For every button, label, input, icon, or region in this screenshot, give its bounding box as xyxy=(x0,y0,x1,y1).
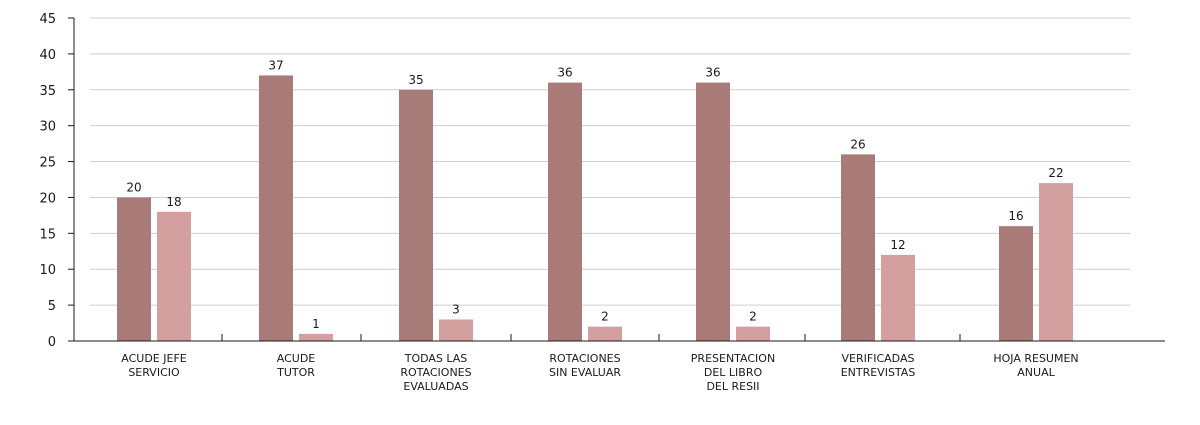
x-tick-label: VERIFICADAS ENTREVISTAS xyxy=(841,352,916,379)
y-tick-label: 45 xyxy=(39,12,56,27)
bar-series-1-category-3 xyxy=(399,89,433,342)
data-label: 22 xyxy=(1048,166,1063,180)
y-tick-label: 15 xyxy=(39,227,56,242)
bar-series-2-category-7 xyxy=(1039,183,1073,341)
data-label: 20 xyxy=(126,180,141,194)
x-axis: ACUDE JEFE SERVICIO ACUDE TUTOR TODAS LAS ROT… xyxy=(74,334,1165,393)
x-tick-label: ACUDE TUTOR xyxy=(276,352,315,379)
y-tick-label: 30 xyxy=(39,120,56,135)
x-tick-label: ROTACIONES SIN EVALUAR xyxy=(549,352,621,379)
data-label: 12 xyxy=(890,238,905,252)
bar-series-2-category-6 xyxy=(881,254,915,341)
x-tick-label: PRESENTACION DEL LIBRO DEL RESII xyxy=(691,352,775,393)
data-label: 26 xyxy=(850,137,865,151)
data-label: 2 xyxy=(601,310,609,324)
y-tick-label: 40 xyxy=(39,48,56,63)
bar-series-2-category-1 xyxy=(157,211,191,341)
bar-series-1-category-6 xyxy=(841,154,875,341)
bar-series-1-category-5 xyxy=(696,82,730,341)
bar-series-2-category-4 xyxy=(588,326,622,341)
gridlines xyxy=(90,17,1130,306)
bar-series-1-category-4 xyxy=(548,82,582,341)
y-axis: 0 5 10 15 20 25 30 35 40 45 xyxy=(39,12,75,350)
data-label: 36 xyxy=(557,66,572,80)
bar-series-2-category-3 xyxy=(439,319,473,341)
data-label: 36 xyxy=(705,66,720,80)
y-tick-label: 10 xyxy=(39,263,56,278)
bar-series-2-category-5 xyxy=(736,326,770,341)
data-label: 35 xyxy=(408,73,423,87)
x-tick-label: HOJA RESUMEN ANUAL xyxy=(993,352,1078,379)
bar-series-1-category-1 xyxy=(117,197,151,341)
x-tick-label: TODAS LAS ROTACIONES EVALUADAS xyxy=(400,352,471,393)
x-tick-label: ACUDE JEFE SERVICIO xyxy=(121,352,187,379)
y-tick-label: 35 xyxy=(39,84,56,99)
bar-series-2-category-2 xyxy=(299,333,333,341)
data-label: 16 xyxy=(1008,209,1023,223)
data-label: 1 xyxy=(312,317,320,331)
data-label: 3 xyxy=(452,302,460,316)
data-label: 2 xyxy=(749,310,757,324)
y-tick-label: 20 xyxy=(39,191,56,206)
bar-series-1-category-2 xyxy=(259,75,293,341)
y-tick-label: 0 xyxy=(48,335,56,350)
bar-series-1-category-7 xyxy=(999,226,1033,341)
bars xyxy=(117,75,1073,342)
data-label: 37 xyxy=(268,58,283,72)
y-tick-label: 5 xyxy=(48,299,56,314)
data-labels: 20 18 37 1 35 3 36 2 36 2 26 12 16 22 xyxy=(126,58,1063,330)
data-label: 18 xyxy=(166,195,181,209)
y-tick-label: 25 xyxy=(39,156,56,171)
